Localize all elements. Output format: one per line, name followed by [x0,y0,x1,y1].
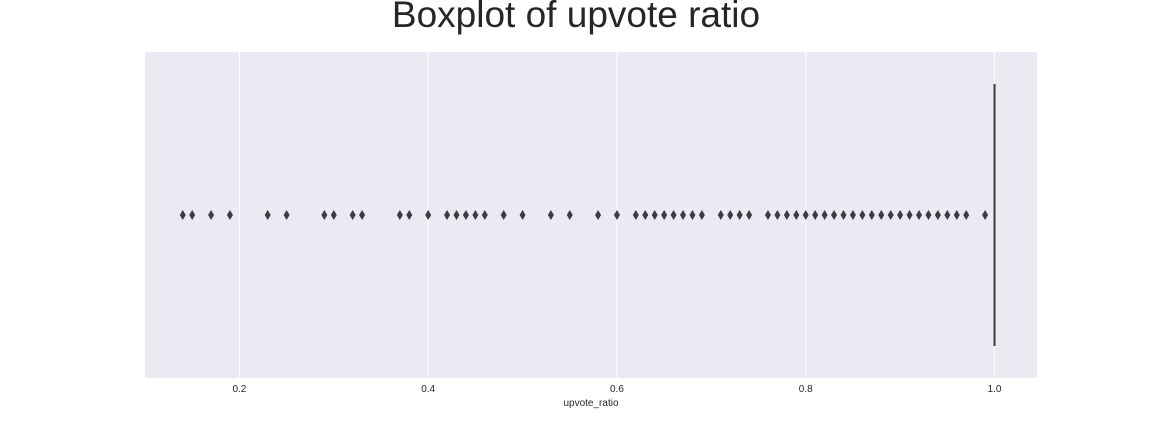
outlier-point [349,210,356,220]
outlier-point [642,210,649,220]
outlier-point [727,210,734,220]
outlier-point [462,210,469,220]
outlier-point [613,210,620,220]
outlier-point [944,210,951,220]
outlier-point [547,210,554,220]
outlier-point [916,210,923,220]
outlier-point [189,210,196,220]
outlier-point [859,210,866,220]
x-tick-label: 0.4 [421,384,435,395]
outlier-point [595,210,602,220]
outlier-point [330,210,337,220]
outlier-point [774,210,781,220]
outlier-point [982,210,989,220]
outlier-point [444,210,451,220]
outlier-point [680,210,687,220]
outlier-point [934,210,941,220]
outlier-point [831,210,838,220]
outlier-point [500,210,507,220]
outlier-point [406,210,413,220]
outlier-point [821,210,828,220]
outlier-point [925,210,932,220]
outlier-point [321,210,328,220]
x-tick-label: 0.6 [610,384,624,395]
outlier-point [566,210,573,220]
outlier-point [717,210,724,220]
outlier-point [425,210,432,220]
outlier-point [226,210,233,220]
outlier-point [396,210,403,220]
x-tick-label: 1.0 [988,384,1002,395]
chart-title: Boxplot of upvote ratio [391,0,761,35]
outlier-point [670,210,677,220]
outlier-point [793,210,800,220]
x-axis-label: upvote_ratio [563,398,618,409]
outlier-point [481,210,488,220]
outlier-point [689,210,696,220]
outlier-point [764,210,771,220]
outlier-point [651,210,658,220]
outlier-point [179,210,186,220]
x-tick-label: 0.8 [799,384,813,395]
outlier-point [840,210,847,220]
outlier-point [453,210,460,220]
outlier-point [746,210,753,220]
outlier-point [887,210,894,220]
outlier-point [359,210,366,220]
plot-area [145,52,1037,378]
outlier-points [179,210,989,220]
outlier-point [802,210,809,220]
outlier-point [698,210,705,220]
outlier-point [953,210,960,220]
outlier-point [868,210,875,220]
outlier-point [632,210,639,220]
outlier-point [519,210,526,220]
outlier-point [906,210,913,220]
outlier-point [963,210,970,220]
outlier-point [878,210,885,220]
outlier-point [783,210,790,220]
outlier-point [208,210,215,220]
outlier-point [812,210,819,220]
outlier-point [736,210,743,220]
outlier-point [661,210,668,220]
outlier-point [849,210,856,220]
outlier-point [264,210,271,220]
outlier-point [897,210,904,220]
outlier-point [472,210,479,220]
x-tick-labels: 0.2 0.4 0.6 0.8 1.0 [232,384,1001,395]
outlier-point [283,210,290,220]
x-tick-label: 0.2 [232,384,246,395]
